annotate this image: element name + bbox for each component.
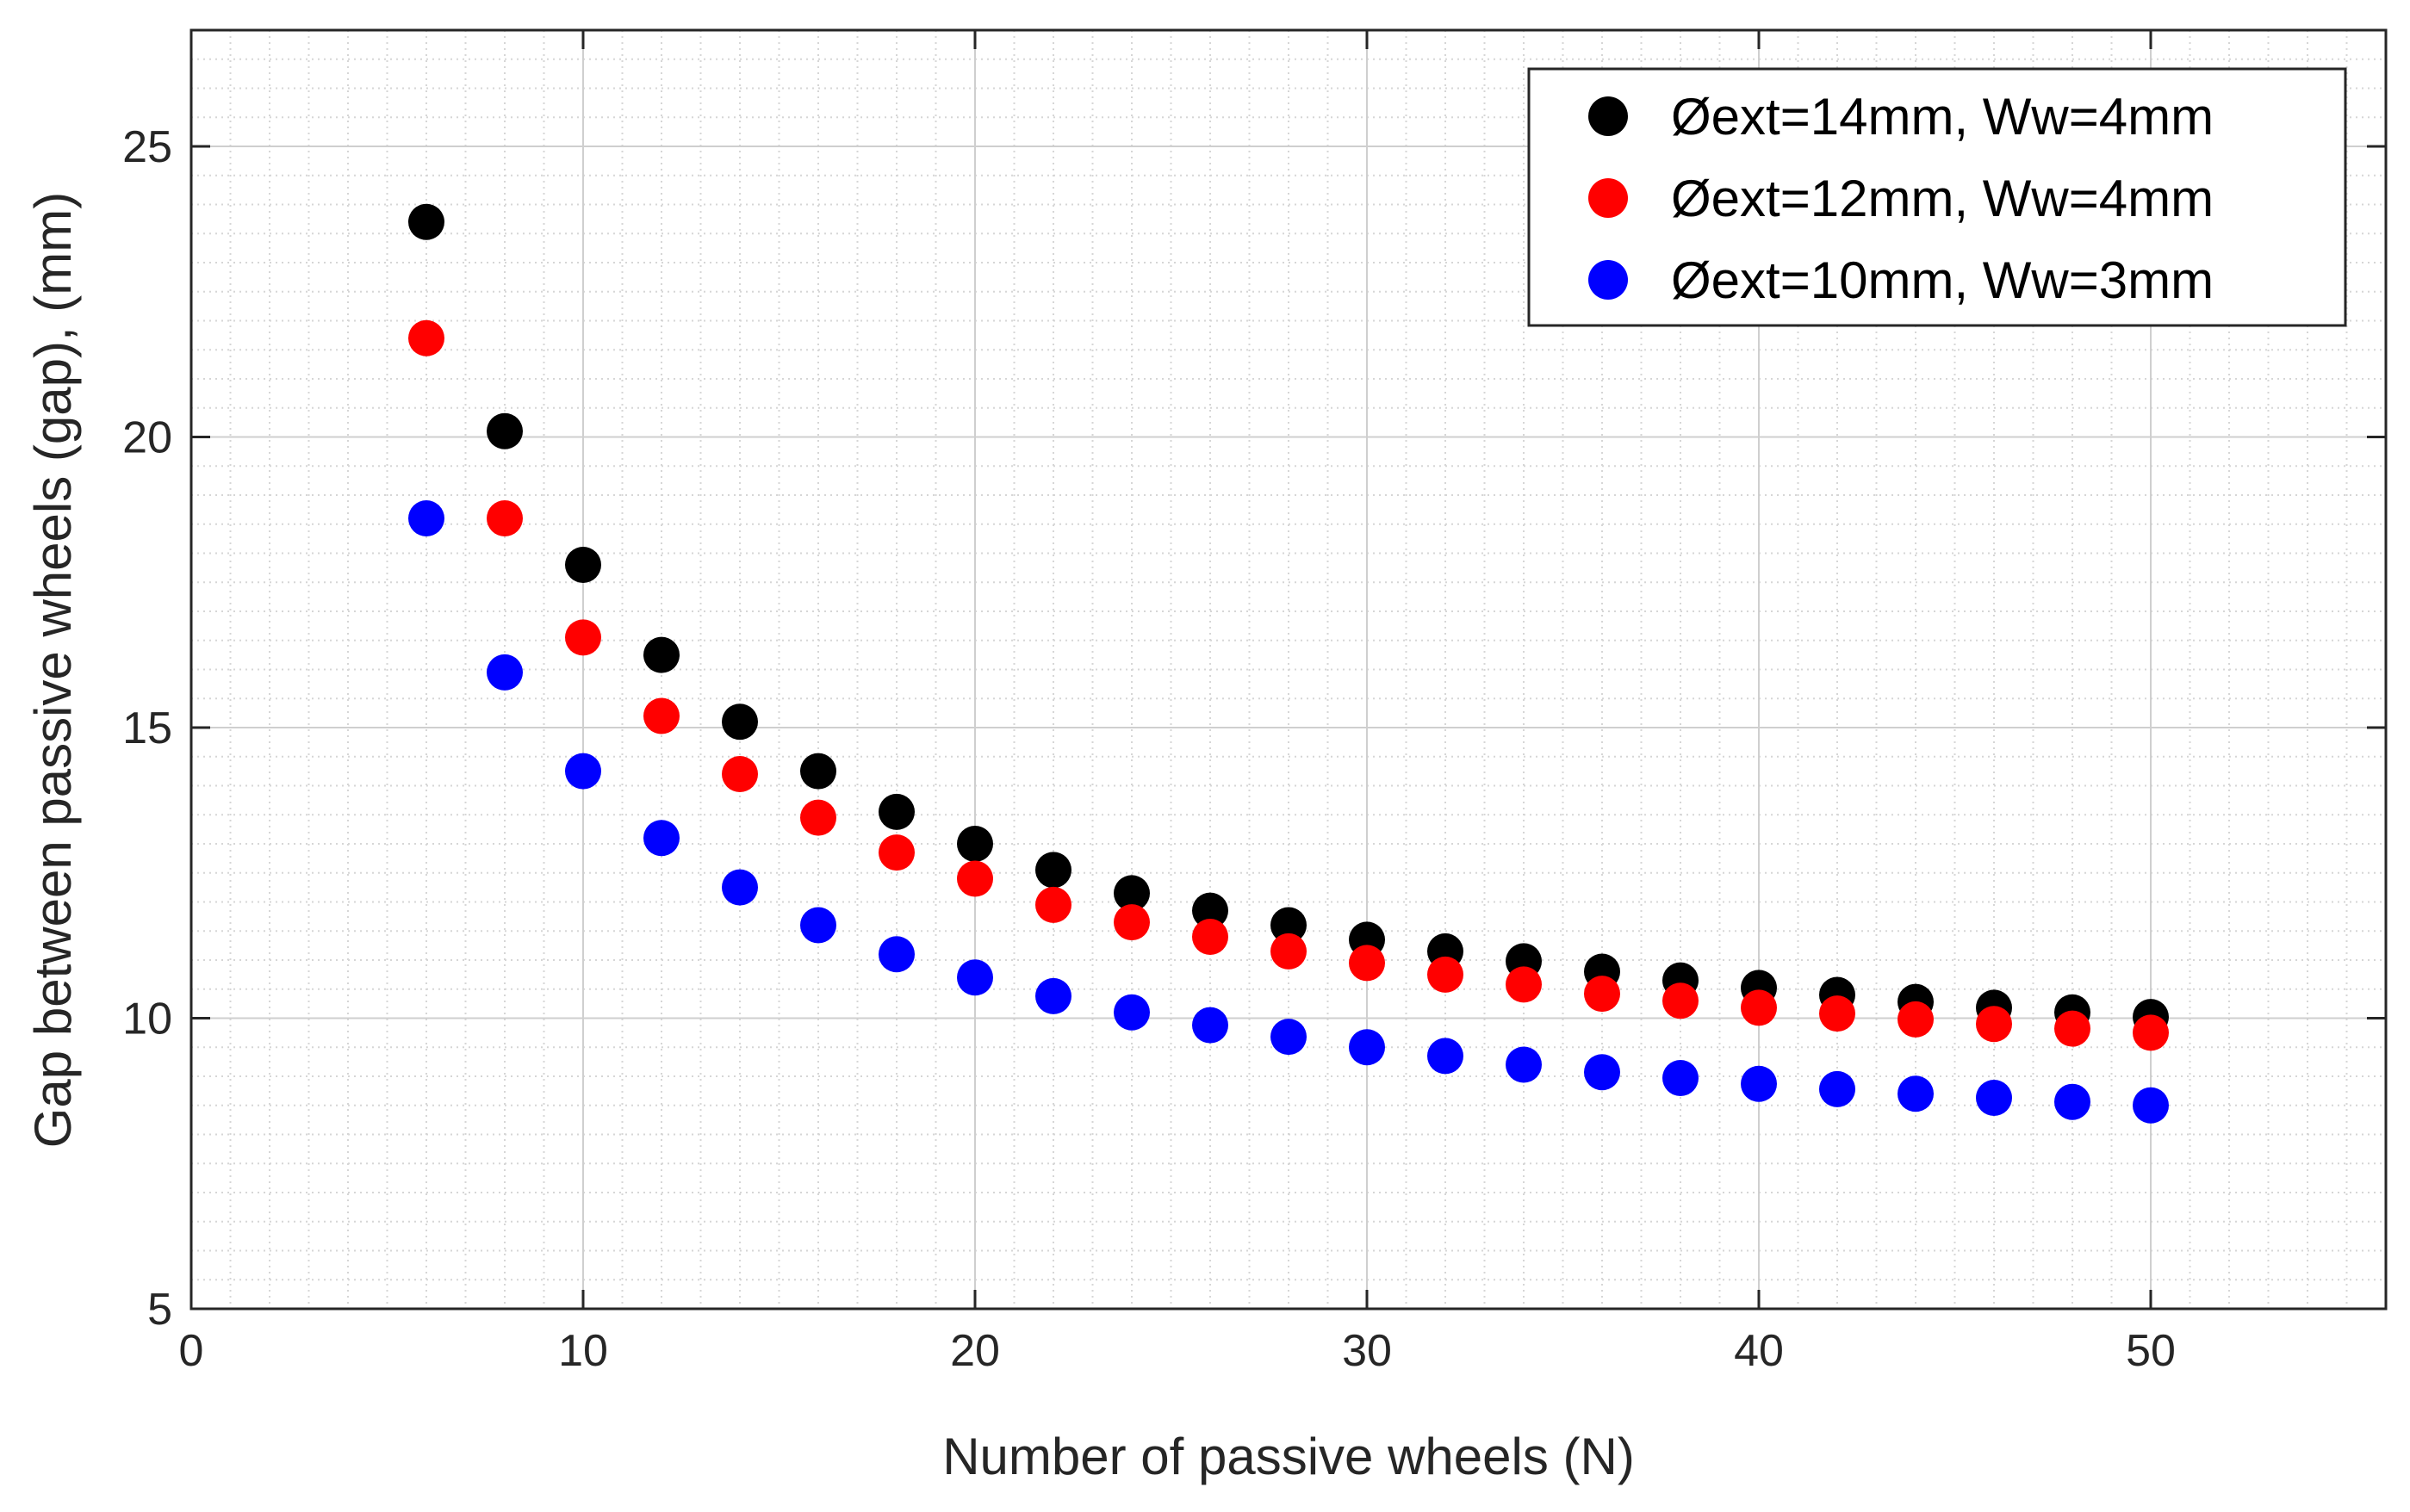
data-point xyxy=(408,319,444,356)
data-point xyxy=(957,860,993,897)
data-point xyxy=(1976,1079,2012,1116)
data-point xyxy=(722,869,758,906)
plot-frame xyxy=(189,28,2388,1311)
series-2 xyxy=(408,319,2169,1051)
data-point xyxy=(1584,1054,1620,1091)
y-tick-label: 15 xyxy=(122,703,172,753)
y-axis-label: Gap between passive wheels (gap), (mm) xyxy=(24,192,82,1148)
legend-marker-series-1 xyxy=(1588,96,1628,136)
x-tick-label: 30 xyxy=(1342,1326,1392,1376)
data-points xyxy=(408,203,2169,1124)
x-tick-labels: 0 10 20 30 40 50 xyxy=(179,1326,2176,1376)
data-point xyxy=(1427,956,1463,993)
data-point xyxy=(1741,1065,1777,1102)
data-point xyxy=(879,834,915,871)
data-point xyxy=(408,203,444,240)
axis-ticks xyxy=(189,30,2386,1311)
data-point xyxy=(1584,976,1620,1013)
data-point xyxy=(1662,982,1699,1019)
x-tick-label: 10 xyxy=(558,1326,608,1376)
data-point xyxy=(1035,852,1071,889)
data-point xyxy=(1114,904,1150,941)
data-point xyxy=(879,793,915,830)
data-point xyxy=(1349,1029,1385,1066)
data-point xyxy=(2133,1087,2169,1124)
data-point xyxy=(1741,989,1777,1026)
data-point xyxy=(722,756,758,792)
data-point xyxy=(1506,966,1542,1003)
data-point xyxy=(565,547,601,583)
data-point xyxy=(1114,875,1150,912)
x-tick-label: 40 xyxy=(1734,1326,1784,1376)
data-point xyxy=(2054,1010,2090,1047)
data-point xyxy=(800,799,836,836)
data-point xyxy=(1035,886,1071,923)
data-point xyxy=(2133,1014,2169,1051)
data-point xyxy=(487,500,523,536)
legend-label-series-3: Øext=10mm, Ww=3mm xyxy=(1671,251,2214,309)
legend-label-series-1: Øext=14mm, Ww=4mm xyxy=(1671,88,2214,146)
x-axis-label: Number of passive wheels (N) xyxy=(942,1428,1635,1485)
data-point xyxy=(1270,907,1307,944)
data-point xyxy=(1427,1038,1463,1075)
data-point xyxy=(1192,919,1228,955)
data-point xyxy=(879,936,915,973)
legend: Øext=14mm, Ww=4mm Øext=12mm, Ww=4mm Øext… xyxy=(1527,67,2347,327)
legend-label-series-2: Øext=12mm, Ww=4mm xyxy=(1671,170,2214,227)
data-point xyxy=(2054,1083,2090,1120)
data-point xyxy=(1035,977,1071,1014)
data-point xyxy=(800,907,836,944)
data-point xyxy=(643,697,680,734)
data-point xyxy=(1819,995,1855,1032)
y-tick-label: 10 xyxy=(122,995,172,1044)
data-point xyxy=(1898,1001,1934,1038)
data-point xyxy=(957,826,993,862)
y-tick-labels: 5 10 15 20 25 xyxy=(122,122,172,1335)
data-point xyxy=(643,636,680,673)
legend-box xyxy=(1527,67,2347,327)
data-point xyxy=(487,654,523,691)
data-point xyxy=(1270,933,1307,970)
x-tick-label: 0 xyxy=(179,1326,204,1376)
data-point xyxy=(1192,892,1228,929)
data-point xyxy=(1819,1070,1855,1107)
legend-marker-series-3 xyxy=(1588,260,1628,300)
data-point xyxy=(1270,1019,1307,1056)
data-point xyxy=(1976,1006,2012,1043)
data-point xyxy=(1662,1060,1699,1097)
y-tick-label: 5 xyxy=(147,1285,172,1335)
data-point xyxy=(1192,1007,1228,1044)
y-tick-label: 25 xyxy=(122,122,172,172)
data-point xyxy=(722,703,758,741)
data-point xyxy=(1506,1046,1542,1083)
data-point xyxy=(1898,1075,1934,1112)
data-point xyxy=(643,820,680,857)
data-point xyxy=(565,753,601,790)
x-tick-label: 50 xyxy=(2126,1326,2176,1376)
data-point xyxy=(800,753,836,790)
series-3 xyxy=(408,500,2169,1124)
legend-marker-series-2 xyxy=(1588,178,1628,218)
data-point xyxy=(565,619,601,656)
x-tick-label: 20 xyxy=(950,1326,1000,1376)
data-point xyxy=(487,412,523,449)
data-point xyxy=(1349,945,1385,982)
data-point xyxy=(957,959,993,996)
data-point xyxy=(408,500,444,536)
y-tick-label: 20 xyxy=(122,413,172,463)
data-point xyxy=(1114,994,1150,1031)
